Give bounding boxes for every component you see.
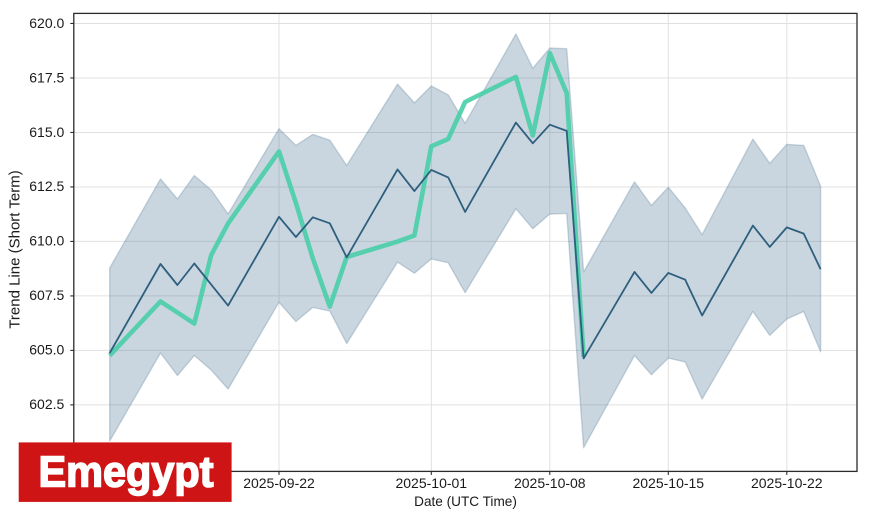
svg-text:607.5: 607.5 — [29, 287, 64, 303]
svg-text:2025-10-22: 2025-10-22 — [751, 475, 823, 491]
svg-text:605.0: 605.0 — [29, 342, 64, 358]
svg-text:Emegypt: Emegypt — [39, 448, 214, 497]
svg-text:617.5: 617.5 — [29, 69, 64, 85]
svg-text:Trend Line (Short Term): Trend Line (Short Term) — [7, 170, 24, 328]
svg-text:602.5: 602.5 — [29, 396, 64, 412]
svg-text:2025-10-08: 2025-10-08 — [514, 475, 586, 491]
svg-text:2025-10-15: 2025-10-15 — [632, 475, 704, 491]
svg-text:615.0: 615.0 — [29, 124, 64, 140]
svg-text:610.0: 610.0 — [29, 233, 64, 249]
svg-text:612.5: 612.5 — [29, 178, 64, 194]
svg-text:2025-09-22: 2025-09-22 — [243, 475, 315, 491]
svg-text:Date (UTC Time): Date (UTC Time) — [414, 494, 517, 509]
svg-text:620.0: 620.0 — [29, 15, 64, 31]
svg-text:2025-10-01: 2025-10-01 — [395, 475, 467, 491]
